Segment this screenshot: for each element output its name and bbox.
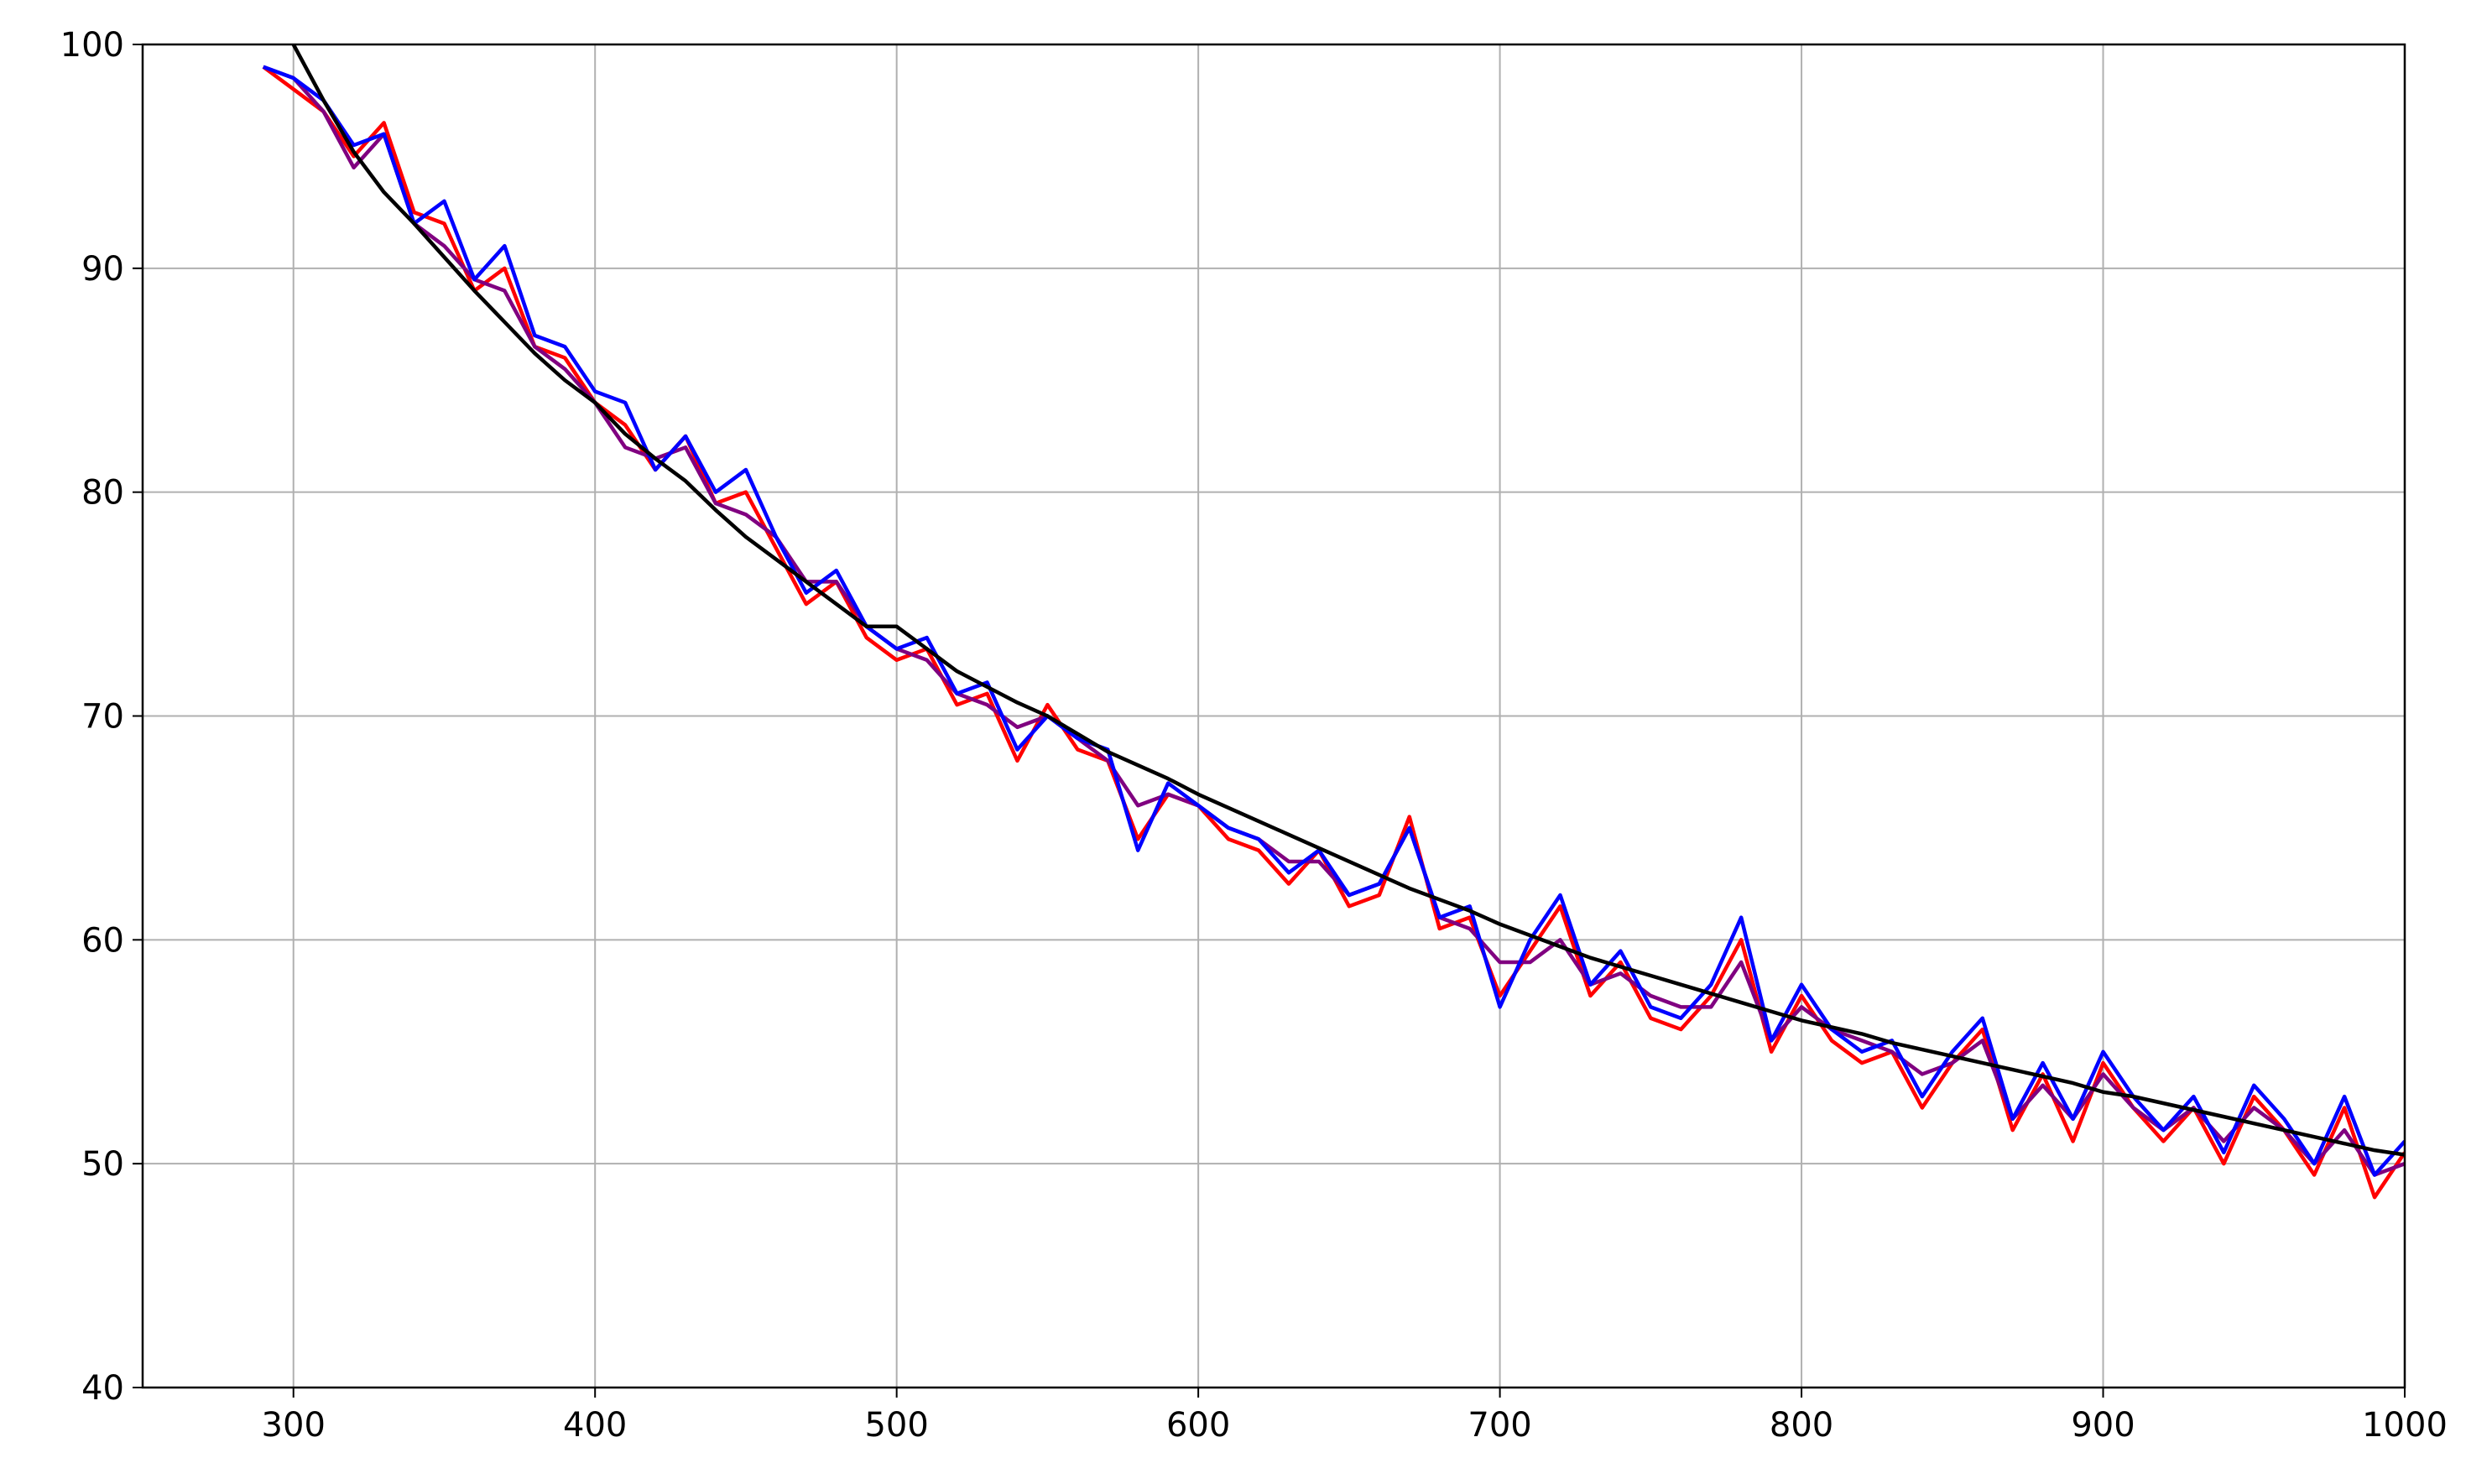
series-line bbox=[263, 65, 2405, 1177]
x-tick-label: 400 bbox=[563, 1406, 627, 1445]
y-tick-label: 70 bbox=[81, 698, 124, 737]
y-tick-label: 90 bbox=[81, 250, 124, 289]
x-tick-label: 500 bbox=[864, 1406, 928, 1445]
x-tick-label: 700 bbox=[1468, 1406, 1531, 1445]
series-line bbox=[291, 44, 2405, 1157]
x-tick-label: 300 bbox=[262, 1406, 326, 1445]
ticks: 40 50 60 70 80 90 100 300 400 500 600 700 800 900 1000 bbox=[60, 26, 2448, 1445]
y-tick-label: 80 bbox=[81, 474, 124, 513]
y-tick-label: 50 bbox=[81, 1145, 124, 1184]
y-tick-label: 60 bbox=[81, 921, 124, 960]
grid bbox=[143, 44, 2406, 1388]
plot-area bbox=[262, 44, 2405, 1200]
x-tick-label: 1000 bbox=[2362, 1406, 2448, 1445]
x-tick-label: 800 bbox=[1770, 1406, 1833, 1445]
series-line bbox=[262, 65, 2405, 1200]
x-tick-label: 600 bbox=[1166, 1406, 1230, 1445]
y-tick-label: 100 bbox=[60, 26, 124, 65]
y-tick-label: 40 bbox=[81, 1369, 124, 1408]
x-tick-label: 900 bbox=[2071, 1406, 2135, 1445]
series-line bbox=[263, 65, 2405, 1177]
